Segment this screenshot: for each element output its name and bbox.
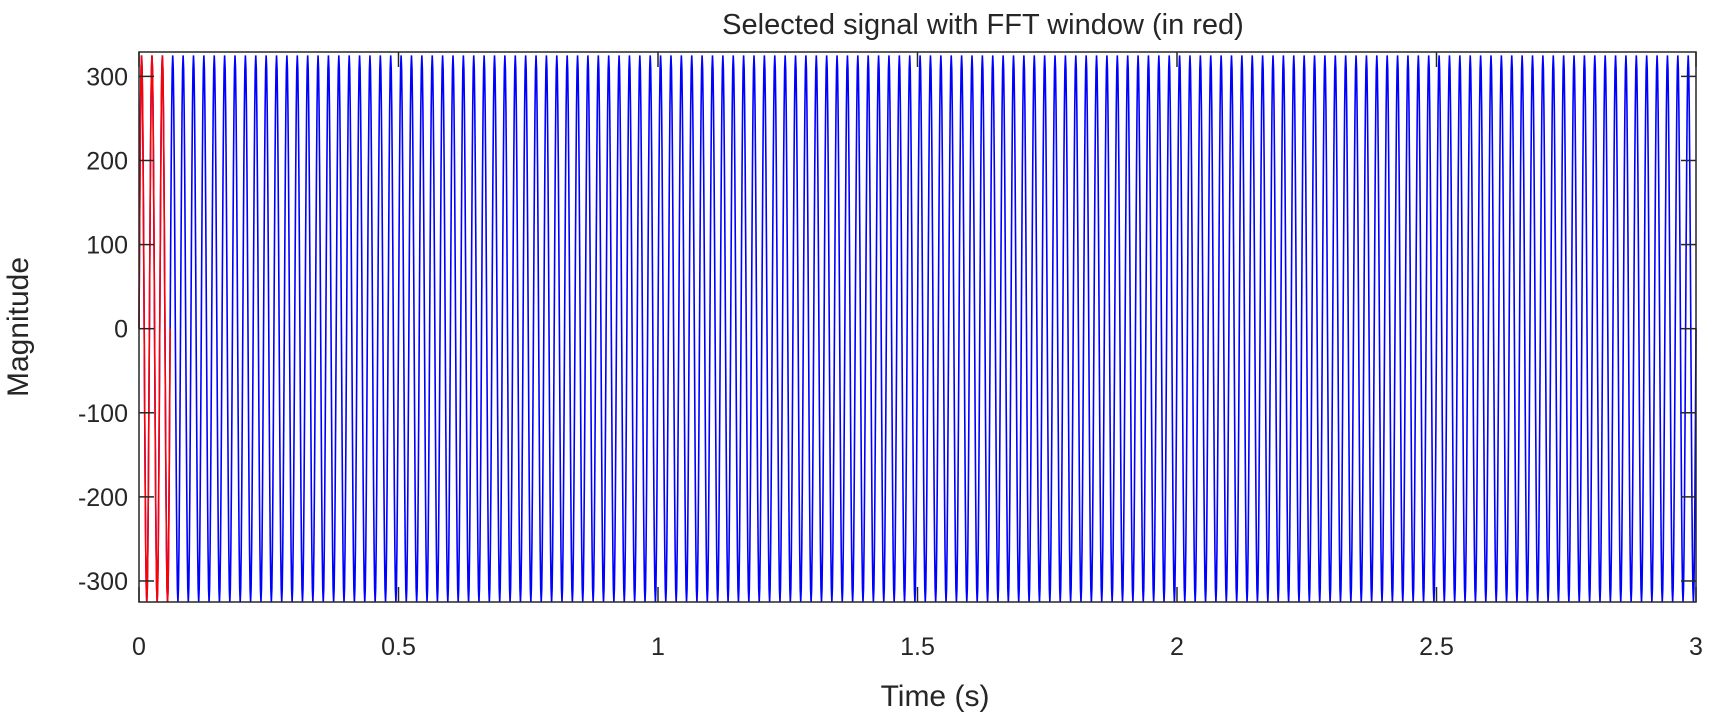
x-tick-label: 3 [1689,633,1703,661]
y-tick-label: 100 [86,232,128,260]
y-tick-label: 0 [114,316,128,344]
y-tick-label: 200 [86,147,128,175]
y-axis-label: Magnitude [2,257,35,397]
axes-box [138,51,1697,603]
axis-ticks: 0 0.5 1 1.5 2 2.5 3 -300 -200 -100 0 100 200 300 [78,52,1703,661]
chart-title: Selected signal with FFT window (in red) [722,9,1244,41]
x-tick-label: 0.5 [381,633,416,661]
x-tick-label: 2 [1170,633,1184,661]
x-tick-label: 0 [132,633,146,661]
x-tick-label: 1 [651,633,665,661]
y-tick-label: -100 [78,400,128,428]
plot-lines [138,55,1697,603]
y-tick-label: -300 [78,568,128,596]
y-tick-label: -200 [78,484,128,512]
x-axis-label: Time (s) [881,680,990,713]
signal-line [138,55,1697,603]
x-tick-label: 2.5 [1419,633,1454,661]
x-tick-label: 1.5 [900,633,935,661]
y-tick-label: 300 [86,63,128,91]
